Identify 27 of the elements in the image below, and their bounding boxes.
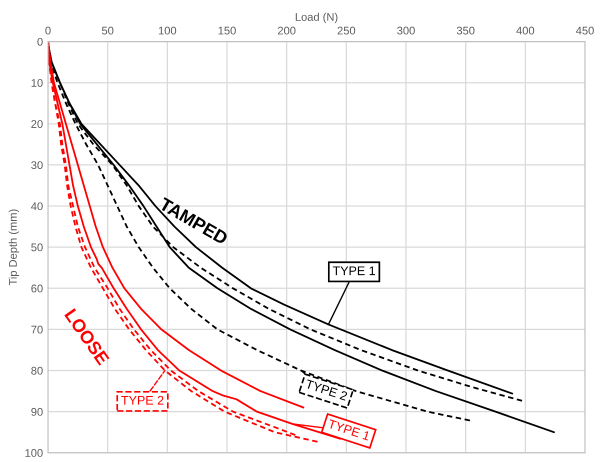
y-tick-label: 0 — [37, 38, 43, 46]
x-tick-label: 300 — [397, 26, 415, 35]
annotation: TYPE 2 — [304, 379, 348, 401]
y-tick-label: 100 — [25, 449, 43, 457]
x-tick-label: 350 — [456, 26, 474, 35]
x-tick-label: 250 — [338, 26, 356, 35]
annotation: TYPE 2 — [121, 396, 164, 405]
x-tick-label: 0 — [45, 26, 51, 35]
y-tick-label: 40 — [31, 202, 43, 210]
annotation: TYPE 1 — [332, 266, 376, 276]
y-axis-title: Tip Depth (mm) — [8, 209, 20, 286]
x-axis-title: Load (N) — [296, 12, 338, 24]
y-tick-label: 70 — [31, 326, 43, 334]
x-tick-label: 400 — [516, 26, 534, 35]
y-tick-label: 60 — [31, 284, 43, 292]
x-tick-label: 150 — [218, 26, 236, 35]
x-tick-label: 50 — [102, 26, 114, 35]
y-tick-label: 10 — [32, 78, 43, 87]
x-tick-label: 100 — [158, 26, 176, 35]
y-tick-label: 50 — [31, 243, 43, 252]
y-tick-label: 90 — [31, 408, 43, 416]
y-tick-label: 80 — [31, 366, 43, 375]
x-tick-label: 450 — [576, 26, 594, 35]
annotation: TYPE 1 — [328, 419, 370, 441]
x-tick-label: 200 — [278, 26, 296, 35]
y-tick-label: 20 — [31, 120, 43, 128]
y-tick-label: 30 — [31, 161, 43, 170]
